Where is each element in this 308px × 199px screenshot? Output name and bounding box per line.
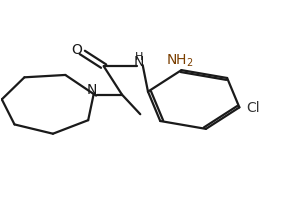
- Text: O: O: [71, 43, 82, 58]
- Text: Cl: Cl: [246, 101, 260, 115]
- Text: NH$_2$: NH$_2$: [166, 53, 194, 69]
- Text: H: H: [135, 52, 143, 62]
- Text: N: N: [134, 55, 144, 69]
- Text: N: N: [87, 83, 97, 97]
